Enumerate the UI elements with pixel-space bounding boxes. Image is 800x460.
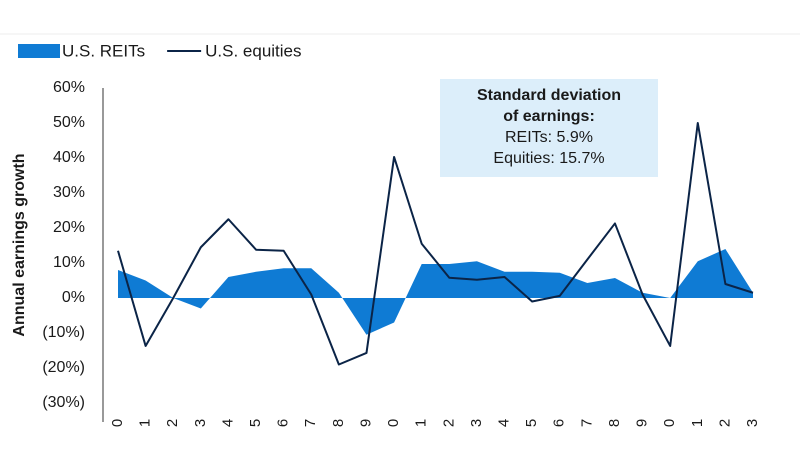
annotation-line: Equities: 15.7% [493, 150, 604, 167]
legend-swatch [18, 44, 60, 58]
x-tick-label: 0 [109, 419, 126, 427]
x-tick-label: 7 [578, 419, 595, 427]
y-axis-label: Annual earnings growth [11, 153, 28, 336]
annotation-box [440, 79, 658, 177]
y-tick-label: 60% [53, 79, 85, 96]
x-tick-label: 7 [302, 419, 319, 427]
line [117, 122, 754, 366]
annotation-line: of earnings: [503, 108, 595, 125]
x-tick-label: 9 [634, 419, 651, 427]
x-tick-label: 4 [495, 419, 512, 427]
y-tick-label: 50% [53, 114, 85, 131]
x-tick-label: 5 [247, 419, 264, 427]
y-tick-label: 10% [53, 254, 85, 271]
x-tick-label: 0 [661, 419, 678, 427]
x-tick-label: 8 [606, 419, 623, 427]
x-tick-label: 1 [413, 419, 430, 427]
y-tick-label: 30% [53, 184, 85, 201]
x-tick-label: 0 [385, 419, 402, 427]
x-tick-label: 6 [275, 419, 292, 427]
x-tick-label: 2 [164, 419, 181, 427]
legend-label: U.S. equities [205, 41, 301, 60]
x-tick-label: 3 [468, 419, 485, 427]
annotation-line: Standard deviation [477, 87, 621, 104]
area [118, 249, 753, 335]
x-tick-label: 8 [330, 419, 347, 427]
x-tick-label: 4 [219, 419, 236, 427]
x-tick-label: 2 [716, 419, 733, 427]
x-tick-label: 2 [440, 419, 457, 427]
y-tick-label: 40% [53, 149, 85, 166]
legend-label: U.S. REITs [62, 41, 145, 60]
x-tick-label: 1 [689, 419, 706, 427]
annotation-line: REITs: 5.9% [505, 129, 593, 146]
y-tick-label: 20% [53, 219, 85, 236]
x-tick-label: 3 [744, 419, 761, 427]
y-tick-label: (10%) [42, 324, 85, 341]
x-tick-label: 1 [137, 419, 154, 427]
y-tick-label: 0% [62, 289, 85, 306]
x-tick-label: 6 [551, 419, 568, 427]
y-tick-label: (20%) [42, 359, 85, 376]
x-tick-label: 5 [523, 419, 540, 427]
x-tick-label: 3 [192, 419, 209, 427]
x-tick-label: 9 [357, 419, 374, 427]
y-tick-label: (30%) [42, 394, 85, 411]
